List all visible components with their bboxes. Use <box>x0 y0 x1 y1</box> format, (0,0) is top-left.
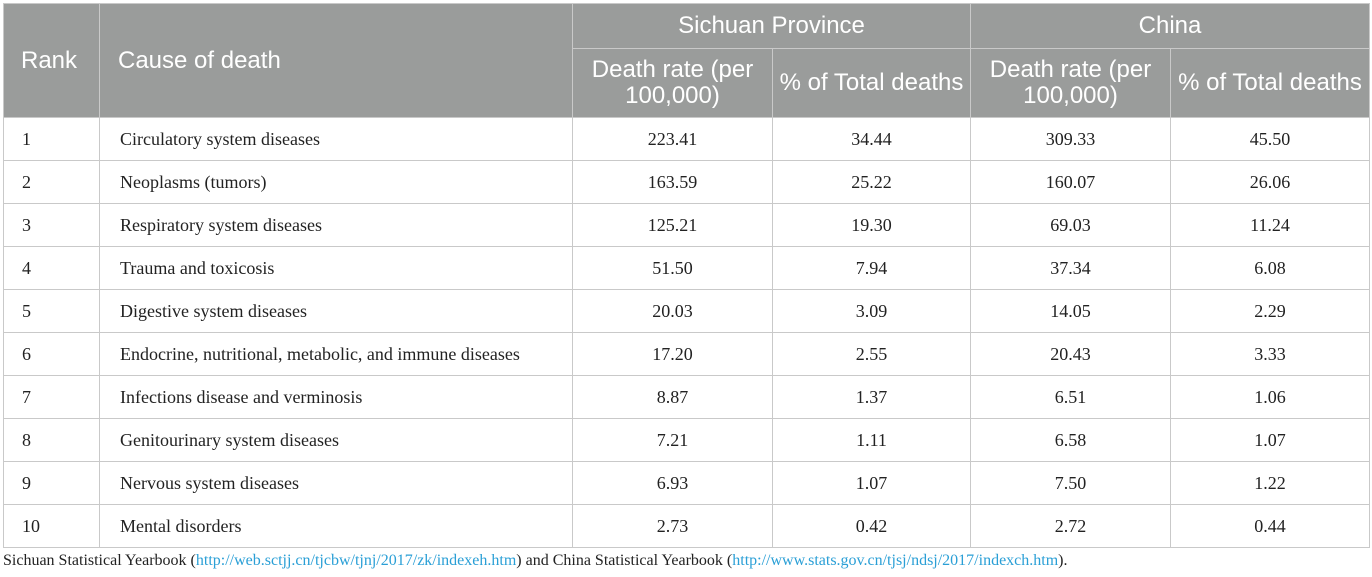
cause-cell: Infections disease and verminosis <box>99 375 573 419</box>
sichuan-rate-cell: 17.20 <box>572 332 773 376</box>
sichuan-rate-cell: 163.59 <box>572 160 773 204</box>
header-group-china: China <box>970 3 1370 49</box>
cause-cell: Digestive system diseases <box>99 289 573 333</box>
cause-cell: Neoplasms (tumors) <box>99 160 573 204</box>
cause-cell: Genitourinary system diseases <box>99 418 573 462</box>
china-rate-cell: 160.07 <box>970 160 1171 204</box>
header-china-death-rate: Death rate (per 100,000) <box>970 48 1171 118</box>
rank-cell: 9 <box>3 461 100 505</box>
china-rate-cell: 37.34 <box>970 246 1171 290</box>
china-pct-cell: 6.08 <box>1170 246 1370 290</box>
rank-cell: 3 <box>3 203 100 247</box>
sichuan-pct-cell: 34.44 <box>772 117 971 161</box>
header-cause: Cause of death <box>99 3 573 118</box>
sichuan-rate-cell: 6.93 <box>572 461 773 505</box>
china-pct-cell: 11.24 <box>1170 203 1370 247</box>
sichuan-pct-cell: 7.94 <box>772 246 971 290</box>
table-row: 2 Neoplasms (tumors) 163.59 25.22 160.07… <box>3 160 1370 204</box>
header-rank: Rank <box>3 3 100 118</box>
cause-cell: Mental disorders <box>99 504 573 548</box>
header-sichuan-death-rate: Death rate (per 100,000) <box>572 48 773 118</box>
table-row: 4 Trauma and toxicosis 51.50 7.94 37.34 … <box>3 246 1370 290</box>
table-row: 5 Digestive system diseases 20.03 3.09 1… <box>3 289 1370 333</box>
sichuan-pct-cell: 1.11 <box>772 418 971 462</box>
cause-cell: Circulatory system diseases <box>99 117 573 161</box>
rank-cell: 7 <box>3 375 100 419</box>
sichuan-rate-cell: 20.03 <box>572 289 773 333</box>
table-body: 1 Circulatory system diseases 223.41 34.… <box>3 117 1370 548</box>
sichuan-yearbook-link[interactable]: http://web.sctjj.cn/tjcbw/tjnj/2017/zk/i… <box>195 552 517 569</box>
rank-cell: 10 <box>3 504 100 548</box>
cause-cell: Respiratory system diseases <box>99 203 573 247</box>
china-pct-cell: 3.33 <box>1170 332 1370 376</box>
sichuan-rate-cell: 8.87 <box>572 375 773 419</box>
china-rate-cell: 309.33 <box>970 117 1171 161</box>
sichuan-pct-cell: 1.37 <box>772 375 971 419</box>
sichuan-pct-cell: 1.07 <box>772 461 971 505</box>
cause-cell: Nervous system diseases <box>99 461 573 505</box>
rank-cell: 6 <box>3 332 100 376</box>
china-rate-cell: 69.03 <box>970 203 1171 247</box>
source-footnote: Sichuan Statistical Yearbook (http://web… <box>3 552 1068 570</box>
table-row: 1 Circulatory system diseases 223.41 34.… <box>3 117 1370 161</box>
china-rate-cell: 14.05 <box>970 289 1171 333</box>
header-group-sichuan: Sichuan Province <box>572 3 971 49</box>
cause-cell: Trauma and toxicosis <box>99 246 573 290</box>
china-rate-cell: 20.43 <box>970 332 1171 376</box>
china-rate-cell: 6.51 <box>970 375 1171 419</box>
header-sichuan-pct-total: % of Total deaths <box>772 48 971 118</box>
china-pct-cell: 1.22 <box>1170 461 1370 505</box>
footnote-text-1: Sichuan Statistical Yearbook ( <box>3 552 196 569</box>
china-pct-cell: 26.06 <box>1170 160 1370 204</box>
table-row: 8 Genitourinary system diseases 7.21 1.1… <box>3 418 1370 462</box>
sichuan-rate-cell: 51.50 <box>572 246 773 290</box>
rank-cell: 2 <box>3 160 100 204</box>
rank-cell: 8 <box>3 418 100 462</box>
table-row: 10 Mental disorders 2.73 0.42 2.72 0.44 <box>3 504 1370 548</box>
china-pct-cell: 1.06 <box>1170 375 1370 419</box>
sichuan-pct-cell: 25.22 <box>772 160 971 204</box>
table-row: 9 Nervous system diseases 6.93 1.07 7.50… <box>3 461 1370 505</box>
sichuan-pct-cell: 0.42 <box>772 504 971 548</box>
table-row: 3 Respiratory system diseases 125.21 19.… <box>3 203 1370 247</box>
china-rate-cell: 7.50 <box>970 461 1171 505</box>
table-row: 6 Endocrine, nutritional, metabolic, and… <box>3 332 1370 376</box>
china-rate-cell: 2.72 <box>970 504 1171 548</box>
sichuan-rate-cell: 125.21 <box>572 203 773 247</box>
sichuan-pct-cell: 2.55 <box>772 332 971 376</box>
cause-cell: Endocrine, nutritional, metabolic, and i… <box>99 332 573 376</box>
rank-cell: 1 <box>3 117 100 161</box>
china-pct-cell: 0.44 <box>1170 504 1370 548</box>
sichuan-rate-cell: 7.21 <box>572 418 773 462</box>
sichuan-rate-cell: 2.73 <box>572 504 773 548</box>
table-row: 7 Infections disease and verminosis 8.87… <box>3 375 1370 419</box>
header-china-pct-total: % of Total deaths <box>1170 48 1370 118</box>
china-pct-cell: 45.50 <box>1170 117 1370 161</box>
china-pct-cell: 2.29 <box>1170 289 1370 333</box>
china-pct-cell: 1.07 <box>1170 418 1370 462</box>
footnote-text-3: ). <box>1058 552 1068 569</box>
mortality-table: Rank Cause of death Sichuan Province Chi… <box>3 3 1370 548</box>
china-yearbook-link[interactable]: http://www.stats.gov.cn/tjsj/ndsj/2017/i… <box>732 552 1059 569</box>
china-rate-cell: 6.58 <box>970 418 1171 462</box>
footnote-text-2: ) and China Statistical Yearbook ( <box>516 552 733 569</box>
sichuan-rate-cell: 223.41 <box>572 117 773 161</box>
rank-cell: 4 <box>3 246 100 290</box>
sichuan-pct-cell: 19.30 <box>772 203 971 247</box>
sichuan-pct-cell: 3.09 <box>772 289 971 333</box>
rank-cell: 5 <box>3 289 100 333</box>
table-header: Rank Cause of death Sichuan Province Chi… <box>3 3 1370 118</box>
